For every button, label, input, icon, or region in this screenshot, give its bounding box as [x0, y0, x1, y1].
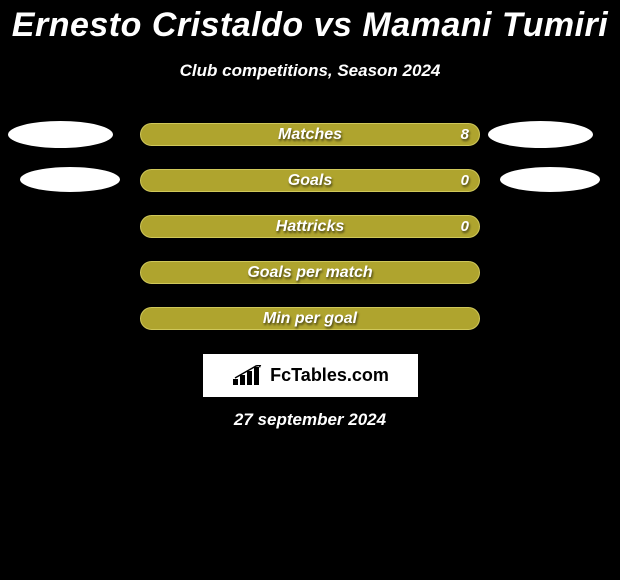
- stat-row: Min per goal: [0, 307, 620, 353]
- stat-row: Hattricks 0: [0, 215, 620, 261]
- logo-box: FcTables.com: [203, 354, 418, 397]
- stat-label: Goals per match: [247, 264, 372, 282]
- stat-bar: Goals 0: [140, 169, 480, 192]
- stat-label: Hattricks: [276, 218, 344, 236]
- bars-icon: [232, 365, 264, 387]
- stat-label: Matches: [278, 126, 342, 144]
- stat-row: Goals per match: [0, 261, 620, 307]
- stat-value: 0: [461, 172, 469, 189]
- stat-value: 8: [461, 126, 469, 143]
- stats-chart: Matches 8 Goals 0 Hattricks 0 Goals per match M…: [0, 123, 620, 353]
- logo-text: FcTables.com: [270, 365, 389, 386]
- page-subtitle: Club competitions, Season 2024: [0, 61, 620, 81]
- stat-bar: Goals per match: [140, 261, 480, 284]
- stat-label: Min per goal: [263, 310, 357, 328]
- page-title: Ernesto Cristaldo vs Mamani Tumiri: [0, 0, 620, 45]
- player-ellipse-right: [488, 121, 593, 148]
- stat-row: Goals 0: [0, 169, 620, 215]
- page-date: 27 september 2024: [0, 410, 620, 430]
- stat-bar: Matches 8: [140, 123, 480, 146]
- stat-bar: Hattricks 0: [140, 215, 480, 238]
- stat-row: Matches 8: [0, 123, 620, 169]
- stat-value: 0: [461, 218, 469, 235]
- stat-bar: Min per goal: [140, 307, 480, 330]
- stat-label: Goals: [288, 172, 332, 190]
- player-ellipse-left: [20, 167, 120, 192]
- player-ellipse-left: [8, 121, 113, 148]
- player-ellipse-right: [500, 167, 600, 192]
